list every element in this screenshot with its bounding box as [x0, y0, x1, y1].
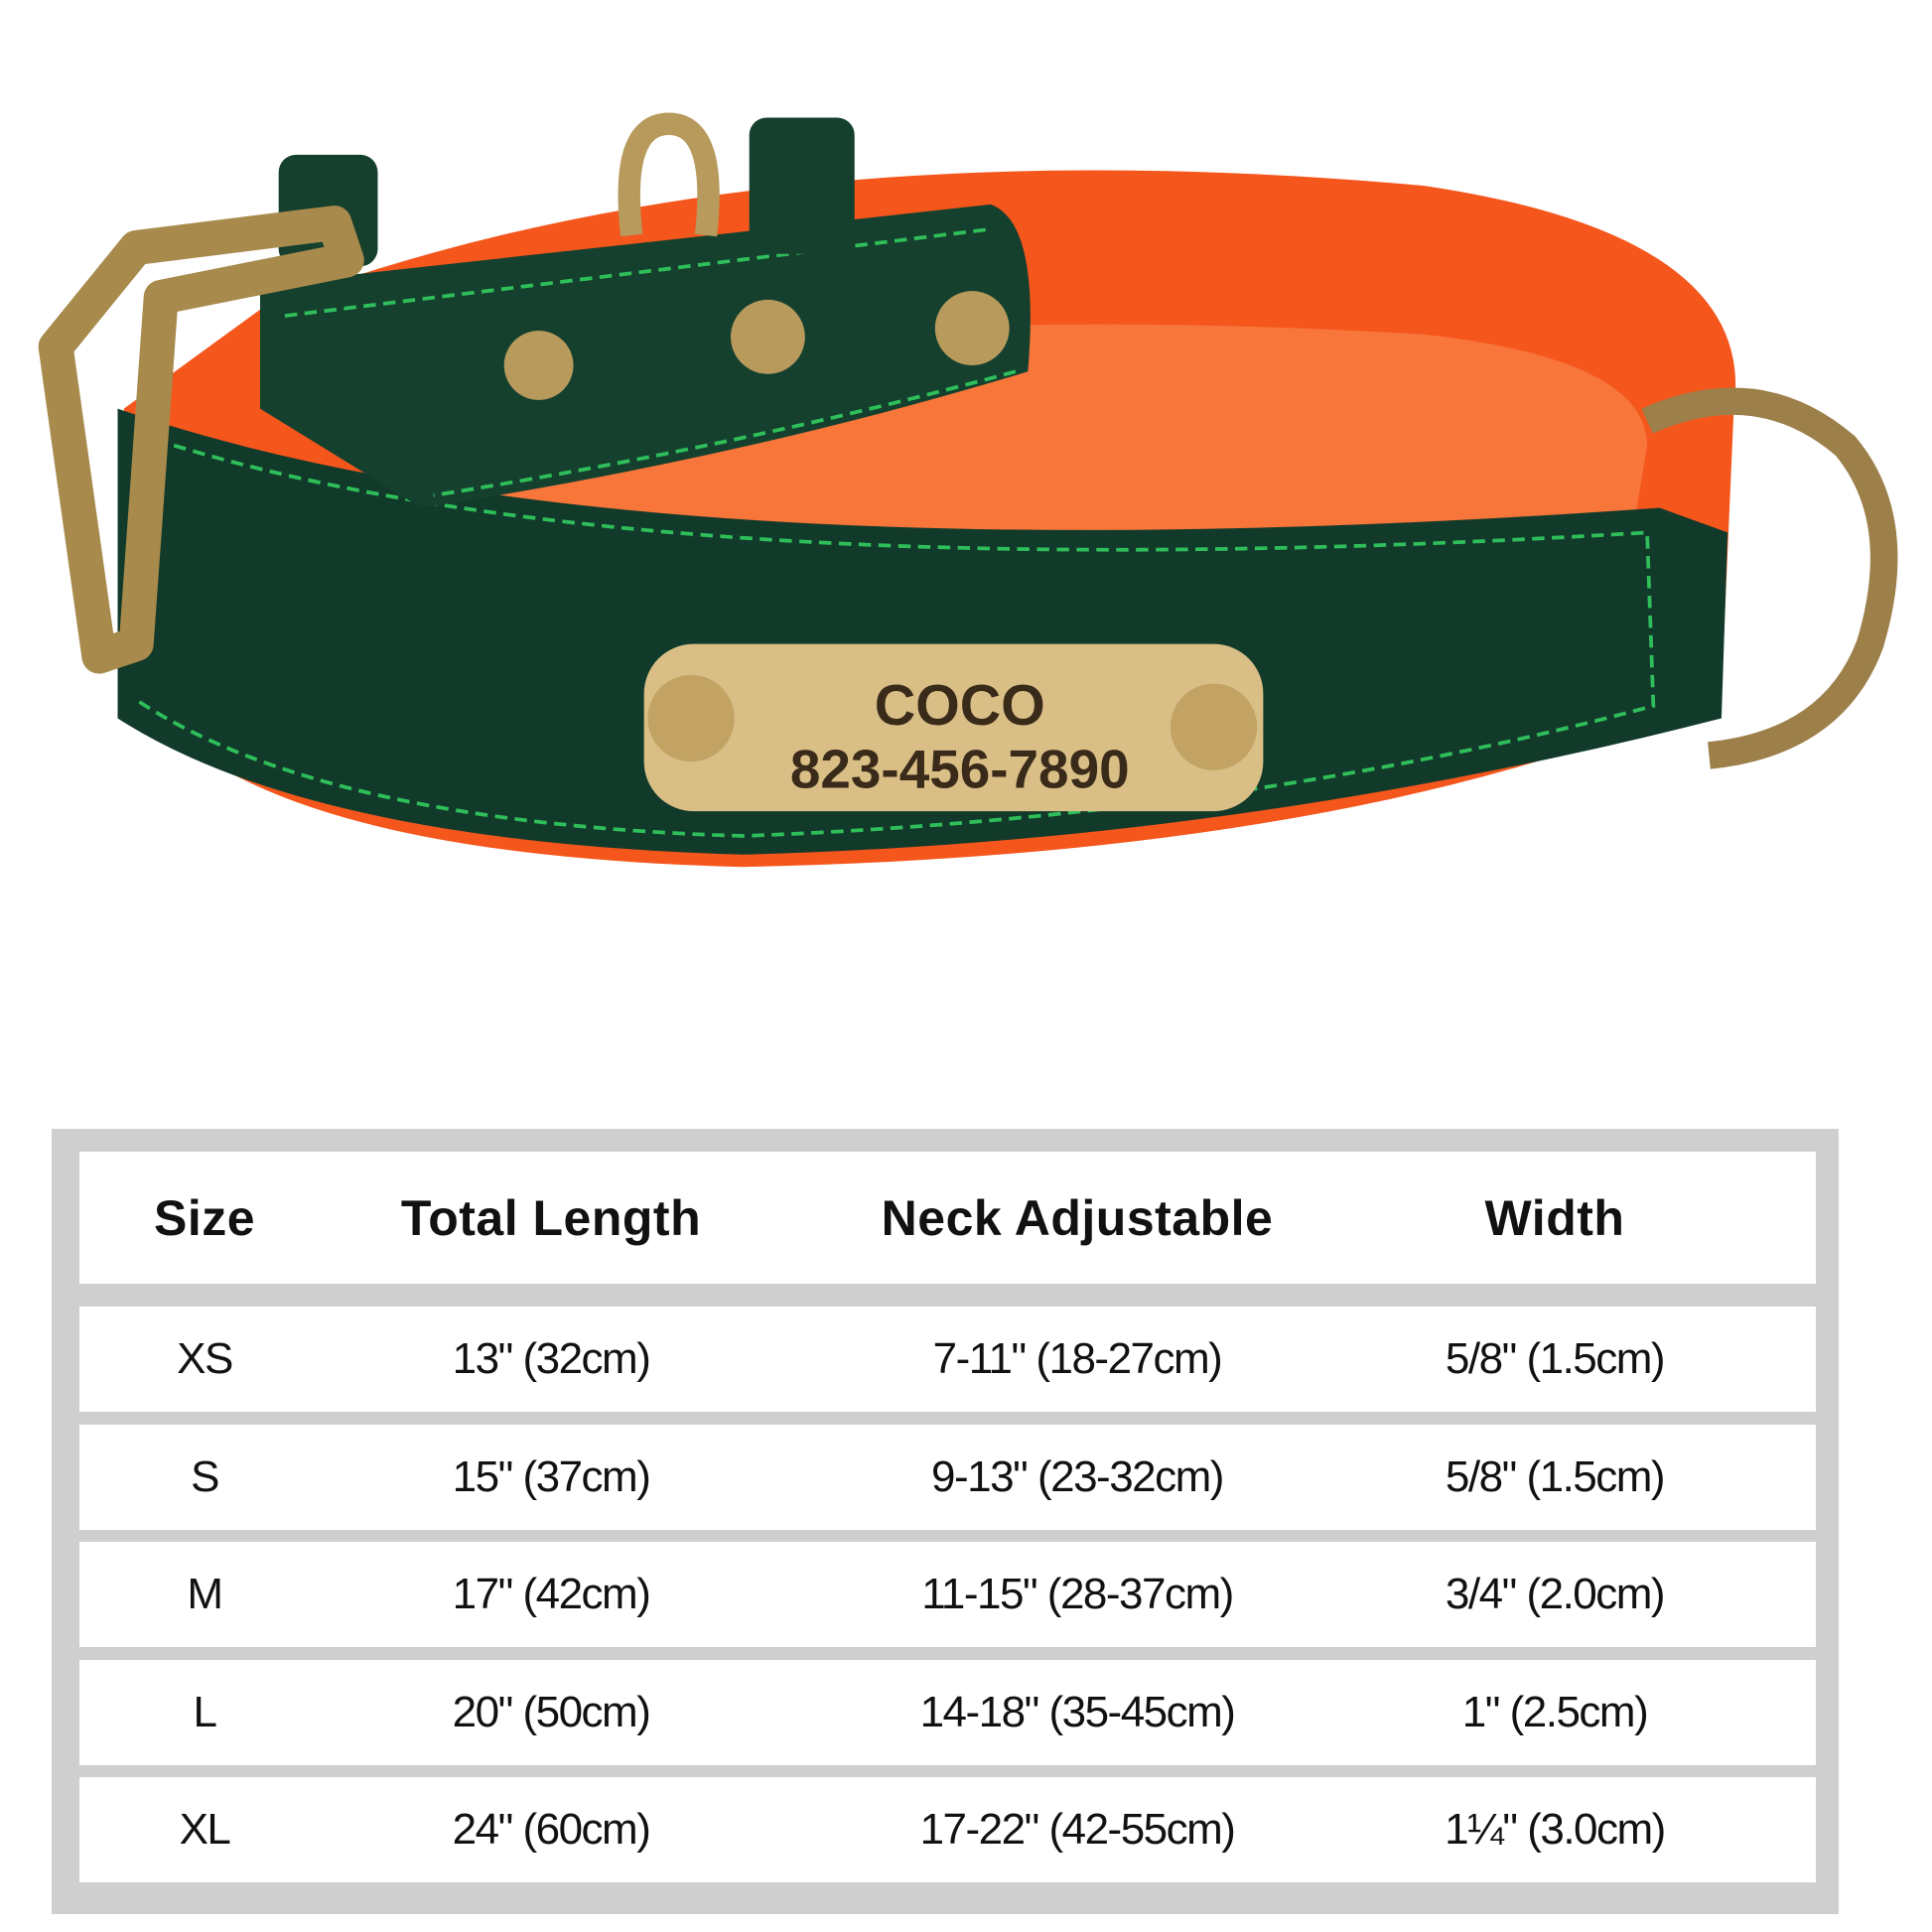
table-row: XS 13" (32cm) 7-11" (18-27cm) 5/8" (1.5cm) [79, 1307, 1816, 1412]
cell-neck-adjustable: 9-13" (23-32cm) [931, 1452, 1224, 1501]
cell-total-length: 24" (60cm) [452, 1805, 651, 1854]
plate-rivet [647, 674, 735, 762]
cell-width: 5/8" (1.5cm) [1445, 1334, 1666, 1383]
collar-strap [259, 204, 1031, 508]
header-width: Width [1484, 1189, 1625, 1246]
header-neck-adjustable: Neck Adjustable [881, 1189, 1274, 1246]
d-ring [1641, 387, 1898, 769]
buckle [38, 206, 364, 674]
table-row: S 15" (37cm) 9-13" (23-32cm) 5/8" (1.5cm) [79, 1425, 1816, 1530]
cell-total-length: 15" (37cm) [452, 1452, 651, 1501]
cell-total-length: 20" (50cm) [452, 1688, 651, 1736]
cell-size: XL [179, 1805, 231, 1854]
strap-stitching [284, 226, 1017, 497]
tag-name: COCO [875, 674, 1045, 738]
table-row: L 20" (50cm) 14-18" (35-45cm) 1" (2.5cm) [79, 1660, 1816, 1765]
cell-width: 3/4" (2.0cm) [1445, 1570, 1666, 1618]
stitching [135, 431, 1656, 838]
cell-total-length: 17" (42cm) [452, 1570, 651, 1618]
cell-neck-adjustable: 11-15" (28-37cm) [921, 1570, 1234, 1618]
cell-neck-adjustable: 14-18" (35-45cm) [919, 1688, 1236, 1736]
table-header-row: Size Total Length Neck Adjustable Width [79, 1152, 1816, 1284]
cell-width: 1¼" (3.0cm) [1445, 1805, 1666, 1854]
cell-neck-adjustable: 17-22" (42-55cm) [919, 1805, 1236, 1854]
cell-total-length: 13" (32cm) [452, 1334, 651, 1383]
cell-neck-adjustable: 7-11" (18-27cm) [932, 1334, 1223, 1383]
cell-width: 5/8" (1.5cm) [1445, 1452, 1666, 1501]
collar-image: COCO 823-456-7890 [38, 112, 1898, 868]
rivet [503, 331, 574, 400]
cell-size: S [191, 1452, 219, 1501]
collar-leather-band [117, 408, 1728, 855]
d-ring-top [618, 112, 720, 237]
size-table: Size Total Length Neck Adjustable Width … [52, 1129, 1839, 1914]
keeper-loop [749, 117, 855, 254]
cell-size: L [193, 1688, 217, 1736]
rivet [730, 299, 805, 374]
rivet [934, 291, 1010, 365]
cell-size: XS [177, 1334, 233, 1383]
plate-rivet [1170, 683, 1258, 770]
header-size: Size [153, 1189, 256, 1246]
header-total-length: Total Length [400, 1189, 702, 1246]
table-row: XL 24" (60cm) 17-22" (42-55cm) 1¼" (3.0cm) [79, 1777, 1816, 1882]
tag-phone: 823-456-7890 [790, 738, 1130, 799]
cell-size: M [187, 1570, 223, 1618]
cell-width: 1" (2.5cm) [1461, 1688, 1649, 1736]
table-row: M 17" (42cm) 11-15" (28-37cm) 3/4" (2.0cm) [79, 1542, 1816, 1647]
name-plate [643, 643, 1264, 812]
